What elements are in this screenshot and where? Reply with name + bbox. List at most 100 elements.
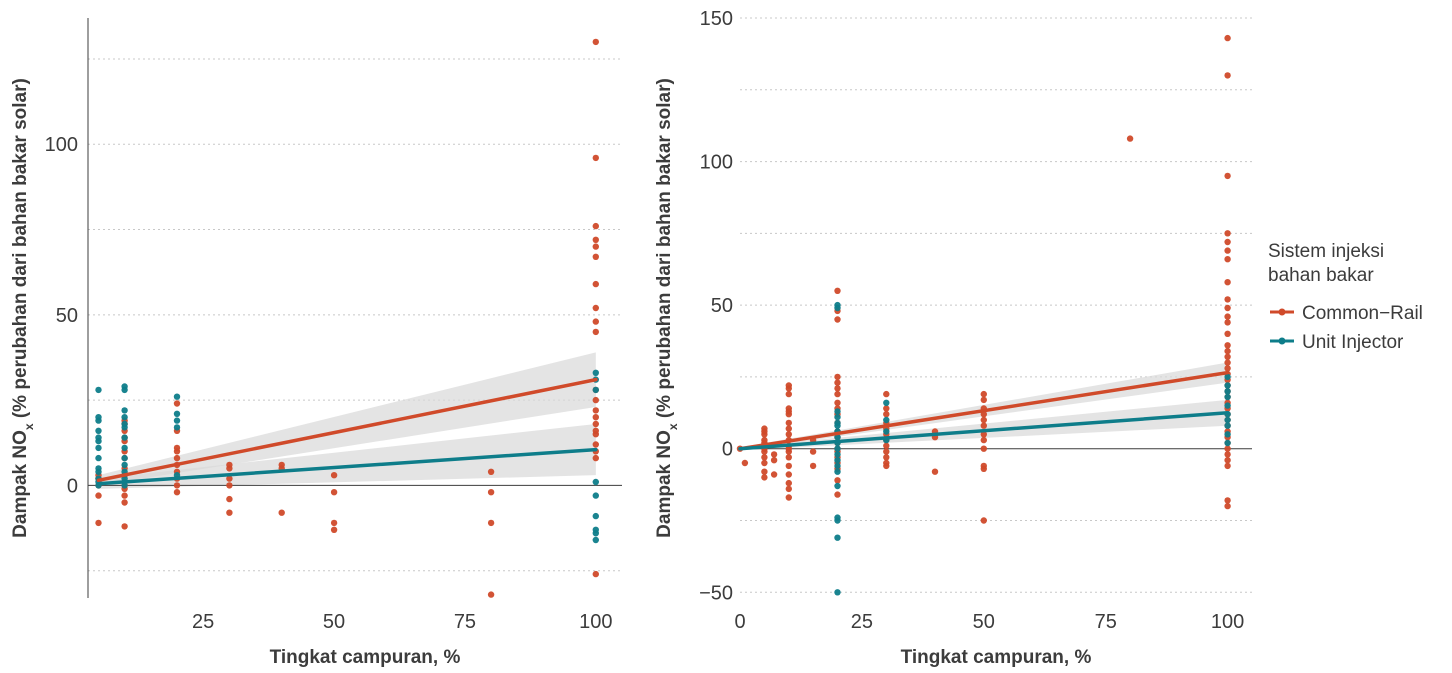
data-point xyxy=(785,454,792,461)
data-point xyxy=(226,495,233,503)
data-point xyxy=(1224,431,1231,438)
data-point xyxy=(1224,445,1231,452)
data-point xyxy=(592,536,599,544)
y-tick-label: 50 xyxy=(711,295,733,317)
data-point xyxy=(785,425,792,432)
data-point xyxy=(592,512,599,520)
data-point xyxy=(173,424,181,431)
data-point xyxy=(1224,247,1231,254)
x-axis-title: Tingkat campuran, % xyxy=(901,647,1092,668)
data-point xyxy=(980,416,987,424)
data-point xyxy=(1224,296,1231,303)
trend-line-common-rail xyxy=(96,377,598,483)
data-point xyxy=(173,417,181,424)
data-point xyxy=(883,448,890,455)
data-point xyxy=(834,287,841,294)
data-point xyxy=(980,462,987,470)
data-point xyxy=(1224,359,1231,366)
data-point xyxy=(883,454,890,461)
data-point xyxy=(1224,422,1231,429)
data-point xyxy=(761,436,768,444)
data-point xyxy=(834,379,841,386)
data-point xyxy=(834,482,841,490)
data-point xyxy=(121,444,128,452)
data-point xyxy=(1224,416,1231,424)
legend: Sistem injeksi bahan bakar Common−Rail U… xyxy=(1268,241,1423,353)
data-point xyxy=(770,451,778,458)
data-point xyxy=(1224,451,1231,458)
data-point xyxy=(834,468,841,475)
data-point xyxy=(173,393,181,400)
data-point xyxy=(592,243,599,250)
data-point xyxy=(95,465,102,472)
data-point xyxy=(761,454,768,461)
data-point xyxy=(1224,256,1231,263)
data-point xyxy=(95,444,102,452)
data-point xyxy=(1224,72,1231,79)
data-point xyxy=(592,318,599,325)
data-point xyxy=(592,492,599,499)
data-point xyxy=(1224,230,1231,237)
data-point xyxy=(95,492,102,499)
data-point xyxy=(330,489,338,496)
data-point xyxy=(592,154,599,162)
data-point xyxy=(487,489,495,496)
y-tick-label: 150 xyxy=(700,8,733,30)
legend-label-common-rail: Common−Rail xyxy=(1302,303,1423,324)
data-point xyxy=(121,499,128,506)
data-point xyxy=(834,301,841,309)
x-tick-label: 50 xyxy=(323,611,345,633)
data-point xyxy=(980,445,987,452)
legend-marker-common-rail xyxy=(1278,308,1286,316)
data-point xyxy=(834,399,841,406)
left-panel: 25 50 75 100 0 50 100 Tingkat campuran, % Dampak… xyxy=(10,18,622,668)
data-point xyxy=(592,304,599,312)
data-point xyxy=(121,492,128,499)
data-point xyxy=(121,420,128,428)
data-point xyxy=(785,462,792,470)
data-point xyxy=(785,479,792,487)
data-point xyxy=(834,385,841,392)
data-point xyxy=(592,570,599,578)
data-point xyxy=(121,523,128,530)
y-tick-label: 0 xyxy=(722,439,733,461)
data-point xyxy=(883,390,890,398)
data-point xyxy=(834,419,841,427)
data-point xyxy=(785,382,792,389)
legend-title-line1: Sistem injeksi xyxy=(1268,241,1384,262)
data-point xyxy=(1224,382,1231,389)
data-point xyxy=(1224,172,1231,180)
data-point xyxy=(592,427,599,434)
data-point xyxy=(834,462,841,470)
data-point xyxy=(121,383,128,390)
data-point xyxy=(173,444,181,452)
data-point xyxy=(785,431,792,438)
data-point xyxy=(1224,388,1231,395)
data-point xyxy=(834,390,841,398)
data-point xyxy=(121,407,128,414)
y-tick-label: 50 xyxy=(56,305,78,327)
data-point xyxy=(1224,319,1231,326)
data-point xyxy=(121,414,128,421)
data-point xyxy=(592,478,599,486)
data-point xyxy=(761,459,768,467)
series-unit-injector xyxy=(95,369,599,544)
data-point xyxy=(834,451,841,458)
data-point xyxy=(834,445,841,452)
data-point xyxy=(883,405,890,412)
data-point xyxy=(883,411,890,418)
data-point xyxy=(883,399,890,406)
data-point xyxy=(592,369,599,376)
data-point xyxy=(592,441,599,448)
data-point xyxy=(1224,502,1231,510)
data-point xyxy=(487,591,495,598)
legend-marker-unit-injector xyxy=(1278,337,1286,345)
data-point xyxy=(1224,462,1231,470)
data-point xyxy=(95,434,102,441)
data-point xyxy=(883,416,890,424)
data-point xyxy=(487,519,495,527)
trend-line-unit-injector xyxy=(96,447,598,486)
x-tick-label: 25 xyxy=(851,611,873,633)
data-point xyxy=(770,471,778,478)
data-point xyxy=(785,419,792,427)
